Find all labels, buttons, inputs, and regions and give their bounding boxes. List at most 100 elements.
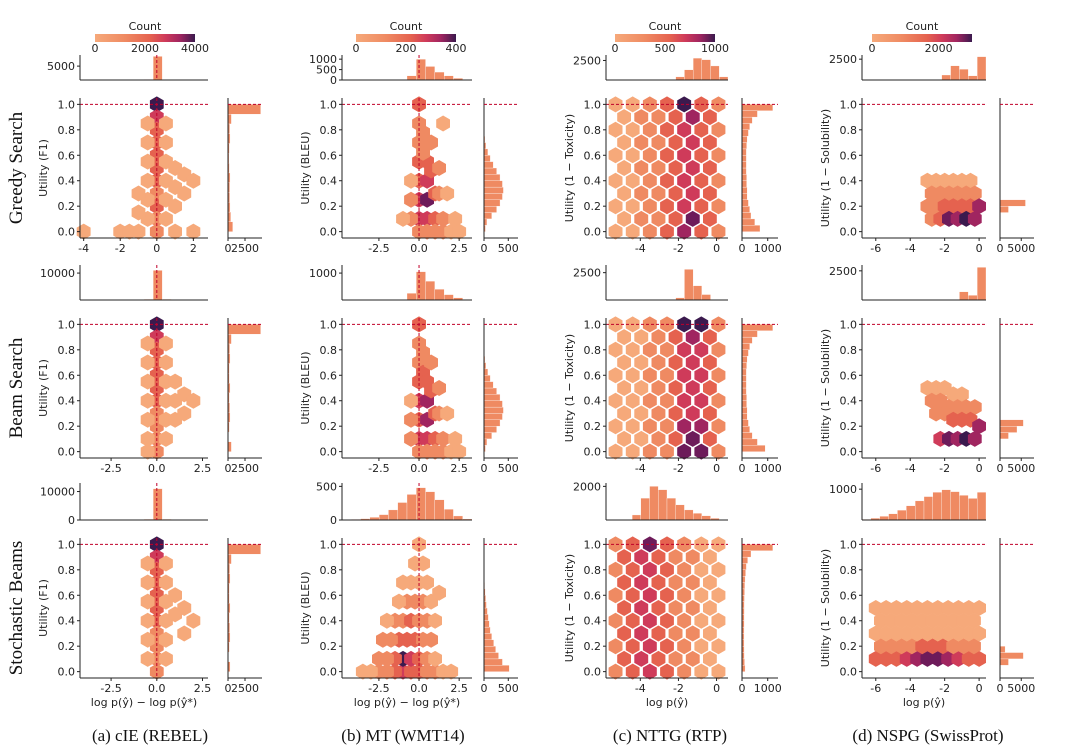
right-histogram-bar	[999, 652, 1024, 660]
right-histogram-bar	[741, 406, 748, 414]
hexbin-cell	[668, 574, 683, 591]
right-histogram-bar	[483, 394, 501, 401]
x-tick-label: 0	[713, 462, 720, 475]
hexbin-cell	[436, 210, 450, 227]
hexbin-cell	[140, 115, 155, 132]
hexbin-cell	[651, 380, 666, 396]
right-histogram-bar	[483, 206, 497, 213]
y-tick-label: 0.6	[584, 589, 602, 602]
top-histogram-tick-label: 0	[330, 514, 337, 527]
y-axis-label: Utility (1 − Toxicity)	[563, 114, 576, 222]
hexbin-cell	[677, 223, 692, 240]
hexbin-cell	[159, 631, 173, 648]
y-axis-label: Utility (1 − Toxicity)	[563, 554, 576, 662]
hexbin-cell	[685, 600, 700, 616]
y-tick-label: 0.4	[584, 615, 602, 628]
hexbin-cell	[186, 392, 201, 409]
y-tick-label: 1.0	[584, 538, 602, 551]
hexbin-cell	[404, 172, 418, 189]
hexbin-cell	[140, 593, 155, 610]
right-histogram-bar	[741, 544, 774, 551]
right-histogram-bar	[741, 330, 758, 338]
y-tick-label: 0.4	[320, 175, 338, 188]
right-histogram-bar	[483, 387, 497, 395]
caption-cie: (a) cIE (REBEL)	[92, 726, 208, 745]
hexbin-cell	[642, 587, 657, 604]
hexbin-cell	[685, 160, 700, 176]
top-histogram-tick-label: 2500	[573, 54, 601, 67]
hexbin-cell	[608, 121, 623, 138]
y-tick-label: 0.2	[584, 420, 602, 433]
top-histogram-bar	[701, 59, 711, 81]
hexbin-cell	[972, 650, 986, 667]
row-label-stochastic: Stochastic Beams	[6, 541, 27, 676]
y-tick-label: 0.8	[840, 564, 858, 577]
hexbin-cell	[955, 386, 969, 403]
x-tick-label: 0.0	[410, 682, 428, 695]
hexbin-cell	[452, 443, 467, 460]
right-histogram-bar	[741, 445, 766, 452]
hexbin-cell	[668, 109, 683, 126]
hexbin-panel: 0.0 0.2 0.4 0.6 0.8 1.0 -2.5 0.0 2.5 Utility (F1)…	[37, 536, 211, 709]
right-histogram-bar	[741, 394, 747, 401]
hexbin-cell	[140, 650, 155, 667]
hexbin-cell	[703, 185, 717, 202]
top-histogram-bar	[914, 500, 925, 521]
right-histogram: 0 2500	[225, 538, 262, 695]
y-axis-label: Utility (1 − Solubility)	[819, 549, 832, 667]
top-histogram-tick-label: 1000	[829, 483, 857, 496]
hexbin-cell	[428, 612, 442, 629]
right-histogram-tick-label: 0	[997, 242, 1004, 255]
right-histogram-bar	[999, 646, 1006, 653]
right-histogram-bar	[741, 225, 761, 232]
right-histogram-bar	[741, 569, 746, 577]
y-tick-label: 0.8	[320, 344, 338, 357]
right-histogram-bar	[741, 193, 748, 200]
hexbin-cell	[642, 316, 657, 333]
hexbin-cell	[651, 549, 666, 566]
right-histogram-tick-label: 0	[739, 242, 746, 255]
x-axis-label: log p(ŷ) − log p(ŷ*)	[354, 696, 460, 709]
hexbin-cell	[168, 587, 182, 604]
right-histogram-bar	[483, 148, 489, 156]
hexbin-cell	[694, 367, 709, 384]
hexbin-cell	[617, 160, 631, 176]
hexbin-cell	[642, 198, 657, 215]
top-histogram: 2500	[829, 265, 987, 301]
right-histogram-bar	[999, 426, 1018, 433]
right-histogram-bar	[483, 626, 491, 634]
hexbin-cell	[424, 134, 438, 151]
top-histogram-bar	[941, 489, 951, 521]
hexbin-cell	[703, 600, 717, 616]
top-histogram-bar	[416, 487, 426, 521]
hexbin-cell	[660, 367, 674, 384]
hexbin-cell	[711, 392, 726, 409]
right-histogram-tick-label: 0	[225, 242, 232, 255]
hexbin-cell	[668, 430, 683, 447]
hexbin-cell	[404, 430, 418, 447]
hexbin-cell	[159, 210, 173, 227]
right-histogram-bar	[741, 136, 748, 143]
hexbin-cell	[186, 612, 201, 629]
hexbin-cell	[651, 625, 666, 642]
hexbin-cell	[452, 223, 467, 240]
hexbin-cell	[711, 612, 726, 629]
right-histogram-bar	[227, 104, 261, 115]
hexbin-cell	[416, 555, 430, 572]
hexbin-cell	[642, 172, 657, 189]
right-histogram-tick-label: 2500	[231, 242, 259, 255]
hexbin-cell	[625, 198, 640, 215]
y-tick-label: 0.4	[58, 395, 76, 408]
hexbin-cell	[392, 593, 406, 610]
hexbin-cell	[122, 223, 137, 240]
hexbin-cell	[642, 561, 657, 578]
x-axis-label: log p(ŷ) − log p(ŷ*)	[91, 696, 197, 709]
right-histogram: 0 2500	[225, 318, 262, 475]
top-histogram-bar	[959, 291, 969, 301]
hexbin-cell	[694, 392, 709, 409]
top-histogram-bar	[906, 505, 916, 521]
hexbin-cell	[703, 354, 717, 371]
hexbin-cell	[668, 185, 683, 202]
hexbin-cell	[677, 561, 692, 578]
